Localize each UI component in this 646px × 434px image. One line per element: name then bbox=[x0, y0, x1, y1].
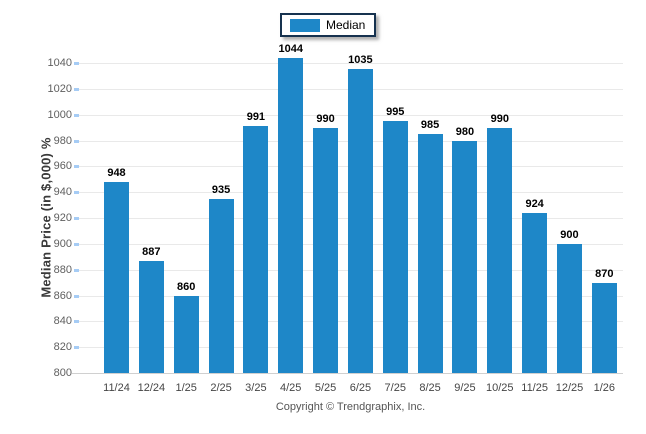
y-axis-tick-icon bbox=[74, 242, 79, 246]
x-axis-label: 7/25 bbox=[384, 382, 406, 394]
bar[interactable]: 1044 4/25 bbox=[278, 43, 304, 394]
bar[interactable]: 985 8/25 bbox=[417, 119, 443, 394]
bar-value-label: 900 bbox=[560, 228, 579, 241]
x-axis-label: 1/26 bbox=[593, 382, 616, 394]
bar-value-label: 1044 bbox=[278, 42, 303, 55]
x-axis-label: 1/25 bbox=[175, 382, 197, 394]
bar-value-label: 860 bbox=[177, 280, 196, 293]
y-axis-tick-icon bbox=[74, 191, 79, 195]
y-axis-tick-icon bbox=[74, 87, 79, 91]
legend[interactable]: Median bbox=[280, 13, 377, 37]
bar-value-label: 990 bbox=[316, 112, 335, 125]
bar[interactable]: 995 7/25 bbox=[382, 106, 408, 394]
y-axis-tick-icon bbox=[74, 217, 79, 220]
x-axis-line bbox=[72, 373, 623, 374]
bar[interactable]: 887 12/24 bbox=[138, 246, 166, 394]
x-axis-label: 11/24 bbox=[103, 382, 130, 394]
bar[interactable]: 990 5/25 bbox=[313, 113, 339, 394]
y-axis-tick-label: 800 bbox=[53, 367, 72, 379]
bar-value-label: 991 bbox=[246, 111, 266, 124]
bar-value-label: 990 bbox=[490, 112, 509, 125]
y-axis-tick-icon bbox=[74, 113, 79, 117]
bar[interactable]: 935 2/25 bbox=[208, 184, 234, 394]
bar-value-label: 948 bbox=[107, 166, 126, 179]
x-axis-label: 12/24 bbox=[137, 382, 166, 394]
bar[interactable]: 924 11/25 bbox=[521, 198, 548, 394]
y-axis-tick-icon bbox=[74, 139, 79, 143]
bar-value-label: 887 bbox=[142, 245, 161, 258]
y-axis-tick-label: 880 bbox=[53, 263, 72, 276]
bar-value-label: 985 bbox=[420, 119, 440, 132]
bar-value-label: 980 bbox=[455, 125, 475, 138]
bar-value-label: 924 bbox=[525, 197, 544, 210]
x-axis-label: 9/25 bbox=[454, 382, 476, 394]
x-axis-label: 4/25 bbox=[280, 382, 302, 394]
bar-value-label: 870 bbox=[595, 267, 614, 280]
x-axis-label: 5/25 bbox=[314, 382, 337, 394]
y-axis-tick-label: 980 bbox=[53, 134, 72, 147]
y-axis-tick-label: 1040 bbox=[47, 57, 72, 69]
x-axis-label: 10/25 bbox=[486, 382, 514, 394]
y-axis-tick-label: 1020 bbox=[47, 82, 72, 95]
y-axis-tick-icon bbox=[74, 346, 79, 350]
bar-value-label: 1035 bbox=[348, 54, 373, 67]
y-axis-tick-icon bbox=[74, 294, 79, 298]
x-axis-label: 12/25 bbox=[555, 382, 584, 394]
bar[interactable]: 1035 6/25 bbox=[347, 54, 373, 394]
x-axis-label: 8/25 bbox=[419, 382, 441, 394]
bar[interactable]: 948 11/24 bbox=[103, 167, 130, 394]
y-axis-tick-icon bbox=[74, 320, 79, 324]
bar-value-label: 995 bbox=[386, 106, 405, 119]
y-axis-tick-label: 900 bbox=[53, 237, 72, 250]
bar[interactable]: 980 9/25 bbox=[452, 126, 478, 394]
x-axis-label: 2/25 bbox=[210, 382, 232, 394]
bar-value-label: 935 bbox=[211, 183, 231, 196]
y-axis-tick-label: 940 bbox=[53, 186, 72, 199]
y-axis-tick-icon bbox=[74, 165, 79, 169]
x-axis-label: 6/25 bbox=[349, 382, 372, 394]
x-axis-label: 11/25 bbox=[521, 382, 548, 394]
y-axis-tick-label: 960 bbox=[53, 160, 72, 173]
y-axis-tick-label: 920 bbox=[53, 212, 72, 224]
legend-swatch-icon bbox=[290, 18, 320, 32]
y-axis-tick-label: 840 bbox=[53, 315, 72, 328]
bar[interactable]: 991 3/25 bbox=[243, 111, 269, 394]
bar[interactable]: 900 12/25 bbox=[556, 229, 584, 394]
y-axis-tick-label: 820 bbox=[53, 341, 72, 354]
y-axis-tick-label: 1000 bbox=[47, 108, 72, 121]
bar[interactable]: 860 1/25 bbox=[173, 281, 199, 394]
copyright: Copyright © Trendgraphix, Inc. bbox=[275, 401, 426, 413]
bar[interactable]: 870 1/26 bbox=[591, 268, 617, 394]
x-axis-label: 3/25 bbox=[245, 382, 267, 394]
y-axis-tick-icon bbox=[74, 268, 79, 272]
bar[interactable]: 990 10/25 bbox=[486, 113, 514, 394]
y-axis-tick-label: 860 bbox=[53, 289, 72, 302]
y-axis-tick-icon bbox=[74, 62, 79, 65]
plot-area: 948 11/24 887 12/24 860 1/25 935 2/25 991 3/25 104… bbox=[78, 43, 623, 394]
gridline bbox=[78, 63, 623, 64]
legend-label: Median bbox=[326, 18, 366, 32]
